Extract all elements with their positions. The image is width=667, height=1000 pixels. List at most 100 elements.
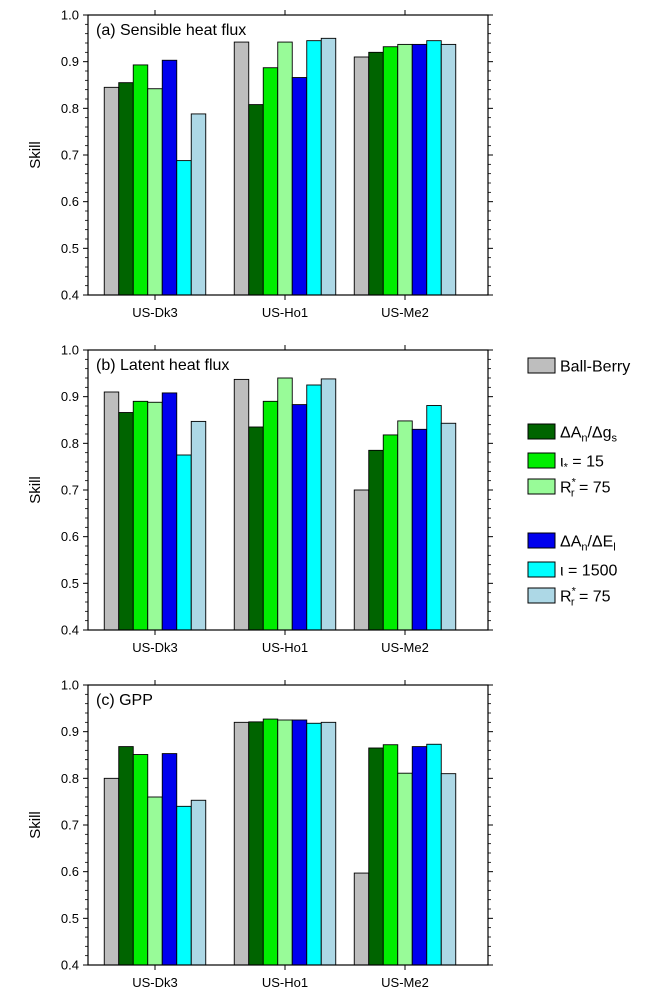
bar-panel2-cat1-series6 — [176, 454, 192, 631]
bar-panel2-cat2-series4 — [277, 377, 293, 631]
bar-panel3-cat1-series2 — [118, 746, 134, 966]
bar-panel1-cat2-series5 — [291, 77, 308, 296]
y-tick-label: 1.0 — [61, 343, 79, 358]
y-tick-label: 0.7 — [61, 483, 79, 498]
legend: Ball-Berry ΔAn/Δgs ι* = 15 R* r = 75 ΔAn/ΔEl ι… — [527, 357, 630, 609]
y-tick-label: 0.5 — [61, 241, 79, 256]
y-tick-label: 0.8 — [61, 771, 79, 786]
bar-panel2-cat2-series2 — [248, 426, 264, 631]
bar-panel3-cat3-series5 — [411, 746, 428, 966]
bar-panel2-cat3-series7 — [440, 422, 457, 631]
y-tick-label: 1.0 — [61, 678, 79, 693]
bar-panel1-cat3-series1 — [353, 56, 370, 296]
legend-label: ι = 1500 — [560, 563, 617, 580]
legend-label: R* r = 75 — [560, 586, 611, 609]
legend-swatch — [527, 478, 556, 495]
y-tick-label: 0.9 — [61, 389, 79, 404]
x-tick-label: US-Dk3 — [132, 640, 178, 655]
y-axis-title: Skill — [27, 141, 44, 169]
bar-panel3-cat2-series6 — [306, 722, 322, 966]
y-tick-label: 0.8 — [61, 101, 79, 116]
bar-panel2-cat3-series1 — [353, 489, 370, 631]
bar-panel3-cat2-series1 — [233, 721, 250, 966]
bar-panel1-cat1-series1 — [103, 86, 120, 296]
bar-panel3-cat3-series2 — [368, 747, 384, 966]
bar-panel2-cat2-series7 — [320, 378, 337, 631]
chart-panel-3: 0.4 0.5 0.6 0.7 0.8 0.9 1.0 US-Dk3 US-Ho1 US-Me2 S… — [27, 678, 493, 990]
legend-swatch — [527, 587, 556, 604]
legend-label: ι* = 15 — [560, 454, 604, 474]
x-tick-label: US-Ho1 — [262, 640, 308, 655]
bar-panel1-cat2-series7 — [320, 37, 337, 296]
bar-panel2-cat3-series2 — [368, 449, 384, 631]
bar-panel3-cat1-series3 — [132, 754, 149, 966]
bar-panel3-cat3-series4 — [397, 772, 413, 966]
x-tick-label: US-Dk3 — [132, 975, 178, 990]
bar-panel3-cat1-series1 — [103, 777, 120, 966]
bar-panel1-cat1-series6 — [176, 160, 192, 296]
chart-panels: 0.4 0.5 0.6 0.7 0.8 0.9 1.0 US-Dk3 US-Ho1 US-Me2 S… — [27, 8, 493, 990]
bar-panel3-cat3-series7 — [440, 773, 457, 966]
x-tick-label: US-Ho1 — [262, 305, 308, 320]
legend-label: R* r = 75 — [560, 477, 611, 500]
bar-panel3-cat1-series6 — [176, 805, 192, 966]
bar-panel3-cat1-series5 — [161, 753, 178, 966]
bar-panel2-cat3-series3 — [382, 434, 399, 631]
bar-panel3-cat3-series3 — [382, 744, 399, 966]
x-tick-label: US-Me2 — [381, 640, 429, 655]
y-tick-label: 0.7 — [61, 818, 79, 833]
legend-swatch — [527, 561, 556, 578]
y-tick-label: 0.6 — [61, 194, 79, 209]
legend-swatch — [527, 452, 556, 469]
legend-item-4: R* r = 75 — [527, 477, 611, 500]
y-axis-title: Skill — [27, 811, 44, 839]
bar-panel3-cat2-series4 — [277, 719, 293, 966]
bar-panel1-cat3-series5 — [411, 43, 428, 296]
legend-swatch — [527, 357, 556, 374]
bar-panel2-cat2-series6 — [306, 384, 322, 631]
y-tick-label: 0.5 — [61, 911, 79, 926]
bar-panel3-cat2-series3 — [262, 718, 279, 966]
legend-item-1: Ball-Berry — [527, 357, 630, 376]
bar-panel2-cat1-series4 — [147, 401, 163, 631]
bar-panel1-cat3-series2 — [368, 51, 384, 296]
bar-panel1-cat1-series4 — [147, 88, 163, 296]
bar-panel1-cat3-series4 — [397, 43, 413, 296]
bar-panel2-cat3-series5 — [411, 428, 428, 631]
y-axis-title: Skill — [27, 476, 44, 504]
bar-panel2-cat2-series1 — [233, 378, 250, 631]
y-tick-label: 0.5 — [61, 576, 79, 591]
bar-panel1-cat2-series3 — [262, 67, 279, 296]
bar-panel1-cat2-series1 — [233, 41, 250, 296]
panel-title: (c) GPP — [96, 692, 153, 709]
y-tick-label: 0.4 — [61, 288, 79, 303]
legend-label: Ball-Berry — [560, 359, 630, 376]
panel-title: (a) Sensible heat flux — [96, 22, 246, 39]
chart-panel-1: 0.4 0.5 0.6 0.7 0.8 0.9 1.0 US-Dk3 US-Ho1 US-Me2 S… — [27, 8, 493, 320]
y-tick-label: 0.4 — [61, 958, 79, 973]
legend-swatch — [527, 423, 556, 440]
bar-panel3-cat2-series5 — [291, 719, 308, 966]
legend-item-7: R* r = 75 — [527, 586, 611, 609]
bar-panel2-cat2-series3 — [262, 400, 279, 631]
bar-panel2-cat2-series5 — [291, 404, 308, 631]
bar-panel1-cat2-series2 — [248, 104, 264, 296]
y-tick-label: 1.0 — [61, 8, 79, 23]
bar-panel2-cat1-series5 — [161, 392, 178, 631]
legend-item-2: ΔAn/Δgs — [527, 423, 618, 445]
legend-item-5: ΔAn/ΔEl — [527, 532, 616, 554]
bar-panel3-cat3-series6 — [426, 743, 442, 966]
bar-panel1-cat3-series3 — [382, 46, 399, 296]
bar-panel2-cat1-series7 — [190, 420, 207, 631]
legend-swatch — [527, 532, 556, 549]
legend-label: ΔAn/Δgs — [560, 425, 618, 445]
chart-panel-2: 0.4 0.5 0.6 0.7 0.8 0.9 1.0 US-Dk3 US-Ho1 US-Me2 S… — [27, 343, 493, 655]
bar-panel1-cat1-series7 — [190, 113, 207, 296]
y-tick-label: 0.6 — [61, 529, 79, 544]
bar-panel1-cat2-series6 — [306, 40, 322, 296]
y-tick-label: 0.4 — [61, 623, 79, 638]
x-tick-label: US-Dk3 — [132, 305, 178, 320]
bar-panel2-cat1-series2 — [118, 412, 134, 631]
panel-title: (b) Latent heat flux — [96, 357, 229, 374]
bar-panel2-cat1-series1 — [103, 391, 120, 631]
